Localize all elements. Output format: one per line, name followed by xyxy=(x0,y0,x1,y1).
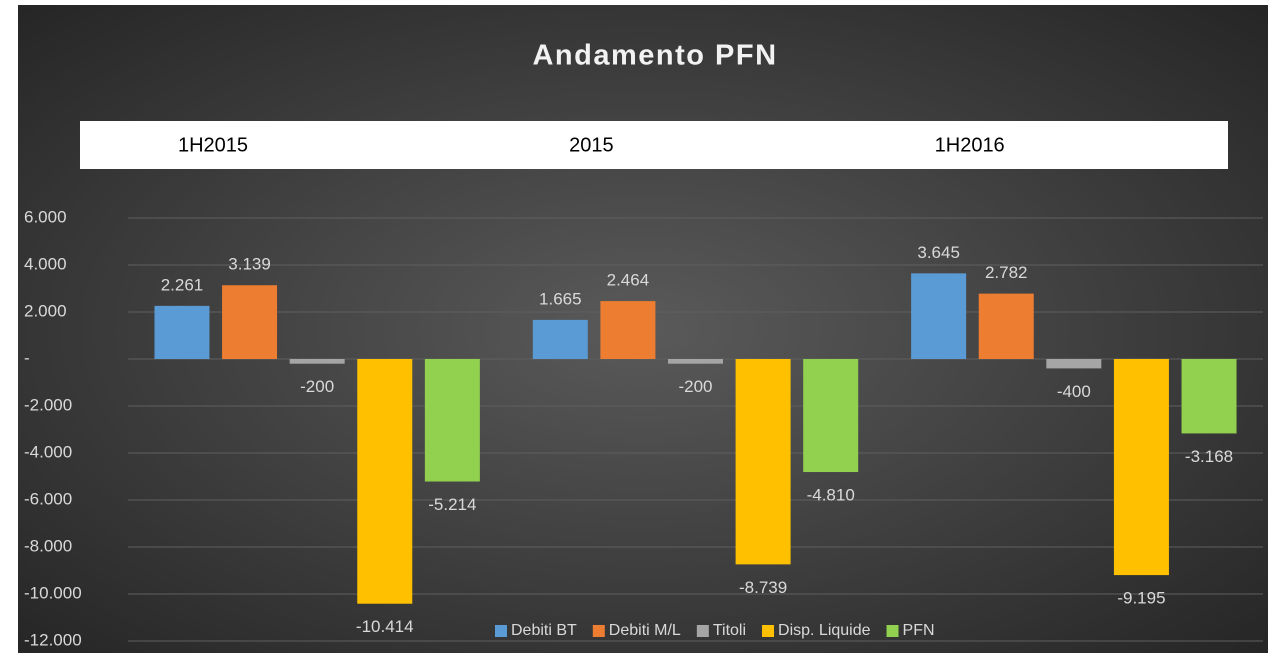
data-label: -200 xyxy=(678,377,712,396)
y-tick-label: -8.000 xyxy=(24,536,72,555)
data-label: -4.810 xyxy=(807,486,855,505)
data-label: 2.782 xyxy=(985,263,1028,282)
data-label: -5.214 xyxy=(428,495,476,514)
bar xyxy=(735,359,791,565)
bar xyxy=(1113,359,1169,576)
bar xyxy=(1046,359,1102,369)
legend-swatch xyxy=(592,625,605,637)
data-label: -3.168 xyxy=(1185,447,1233,466)
bar xyxy=(357,359,413,604)
legend-label: PFN xyxy=(903,622,935,639)
bar xyxy=(600,301,656,359)
data-label: -200 xyxy=(300,377,334,396)
category-label: 1H2016 xyxy=(935,134,1005,156)
data-label: -9.195 xyxy=(1117,589,1165,608)
y-tick-label: 6.000 xyxy=(24,207,67,226)
legend-label: Titoli xyxy=(713,622,746,639)
category-label: 2015 xyxy=(569,134,614,156)
data-label: 1.665 xyxy=(539,289,582,308)
bar xyxy=(978,293,1034,359)
data-label: 3.139 xyxy=(228,255,271,274)
legend-swatch xyxy=(762,625,775,637)
y-tick-label: -4.000 xyxy=(24,442,72,461)
legend-label: Debiti M/L xyxy=(609,622,681,639)
bar xyxy=(911,273,967,359)
data-label: -8.739 xyxy=(739,578,787,597)
data-label: -400 xyxy=(1057,382,1091,401)
y-tick-label: 2.000 xyxy=(24,301,67,320)
category-label: 1H2015 xyxy=(178,134,248,156)
legend-label: Debiti BT xyxy=(511,622,577,639)
bar xyxy=(1181,359,1237,434)
category-band xyxy=(80,121,1228,169)
data-label: 2.261 xyxy=(161,275,204,294)
data-label: 3.645 xyxy=(917,243,960,262)
bar xyxy=(289,359,345,364)
y-tick-label: - xyxy=(24,348,30,367)
data-label: -10.414 xyxy=(356,617,414,636)
data-label: 2.464 xyxy=(607,271,650,290)
y-tick-label: -2.000 xyxy=(24,395,72,414)
legend-swatch xyxy=(886,625,899,637)
y-tick-label: -10.000 xyxy=(24,583,82,602)
legend-swatch xyxy=(696,625,709,637)
legend-label: Disp. Liquide xyxy=(778,622,871,639)
legend-swatch xyxy=(495,625,507,637)
y-tick-label: -6.000 xyxy=(24,489,72,508)
bar xyxy=(222,285,278,359)
y-tick-label: 4.000 xyxy=(24,254,67,273)
chart-title: Andamento PFN xyxy=(532,40,777,72)
y-tick-label: -12.000 xyxy=(24,630,82,649)
bar xyxy=(668,359,723,364)
bar xyxy=(424,359,480,482)
bar xyxy=(532,319,588,359)
bar xyxy=(154,305,210,359)
bar xyxy=(803,359,859,473)
